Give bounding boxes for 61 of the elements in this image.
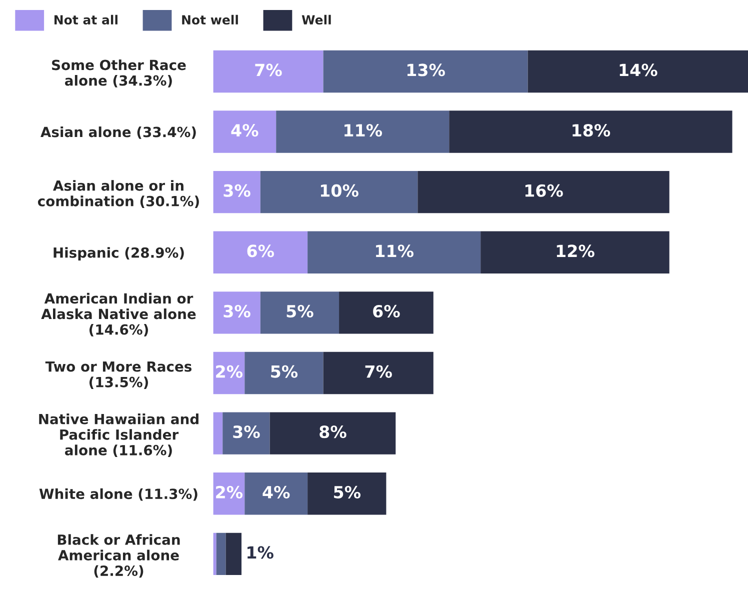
data-label: 4% bbox=[262, 486, 290, 498]
y-tick-label: American Indian or Alaska Native alone (14.6%) bbox=[41, 292, 196, 336]
data-label: 6% bbox=[247, 244, 274, 258]
bar bbox=[213, 50, 324, 93]
bar bbox=[270, 412, 396, 454]
data-label: 13% bbox=[407, 64, 445, 76]
y-tick-label: Asian alone (33.4%) bbox=[40, 126, 196, 139]
legend-label: Not at all bbox=[54, 14, 118, 25]
y-tick-label: Some Other Race alone (34.3%) bbox=[52, 59, 186, 88]
data-label: 12% bbox=[556, 244, 594, 258]
data-label: 6% bbox=[373, 304, 400, 318]
bar bbox=[418, 170, 670, 214]
bar bbox=[528, 50, 748, 93]
bar bbox=[480, 231, 670, 274]
bar bbox=[260, 292, 340, 334]
data-label: 11% bbox=[376, 244, 414, 258]
bar bbox=[213, 412, 223, 454]
bar bbox=[308, 231, 481, 274]
bar bbox=[213, 110, 276, 153]
bar bbox=[339, 292, 434, 334]
bar bbox=[226, 532, 242, 576]
bar bbox=[213, 231, 308, 274]
bar bbox=[276, 110, 450, 153]
data-label: 5% bbox=[334, 486, 361, 498]
y-tick-label: Hispanic (28.9%) bbox=[54, 247, 184, 261]
data-label: 5% bbox=[271, 365, 298, 378]
legend-label: Not well bbox=[182, 14, 238, 25]
data-label: 14% bbox=[620, 64, 658, 76]
data-label: 18% bbox=[572, 124, 610, 137]
bar bbox=[260, 170, 418, 214]
data-label: 1% bbox=[248, 546, 274, 559]
y-tick-label: White alone (11.3%) bbox=[39, 488, 198, 501]
data-label: 11% bbox=[344, 124, 382, 137]
data-label: 7% bbox=[365, 365, 392, 378]
bar bbox=[213, 292, 260, 334]
data-label: 7% bbox=[255, 64, 282, 76]
y-tick-label: Native Hawaiian and Pacific Islander alone (11.6%) bbox=[39, 414, 198, 458]
data-label: 3% bbox=[233, 426, 260, 438]
data-label: 2% bbox=[216, 365, 243, 378]
data-label: 5% bbox=[286, 304, 314, 318]
bar bbox=[323, 352, 434, 394]
bar bbox=[216, 532, 226, 576]
y-tick-label: Black or African American alone (2.2%) bbox=[58, 534, 180, 578]
data-label: 3% bbox=[224, 304, 250, 318]
legend-label: Well bbox=[302, 14, 331, 25]
bar bbox=[308, 472, 386, 515]
bar bbox=[213, 170, 260, 214]
data-label: 3% bbox=[224, 184, 250, 197]
bar bbox=[244, 472, 308, 515]
data-label: 16% bbox=[525, 184, 563, 197]
bar bbox=[323, 50, 528, 93]
data-label: 8% bbox=[320, 426, 346, 438]
bar bbox=[449, 110, 732, 153]
y-tick-label: Asian alone or in combination (30.1%) bbox=[38, 180, 199, 208]
bar bbox=[222, 412, 270, 454]
data-label: 10% bbox=[320, 184, 358, 197]
bar bbox=[244, 352, 324, 394]
y-tick-label: Two or More Races (13.5%) bbox=[45, 361, 192, 389]
bar bbox=[213, 532, 216, 576]
data-label: 4% bbox=[231, 124, 258, 137]
data-label: 2% bbox=[216, 486, 243, 498]
